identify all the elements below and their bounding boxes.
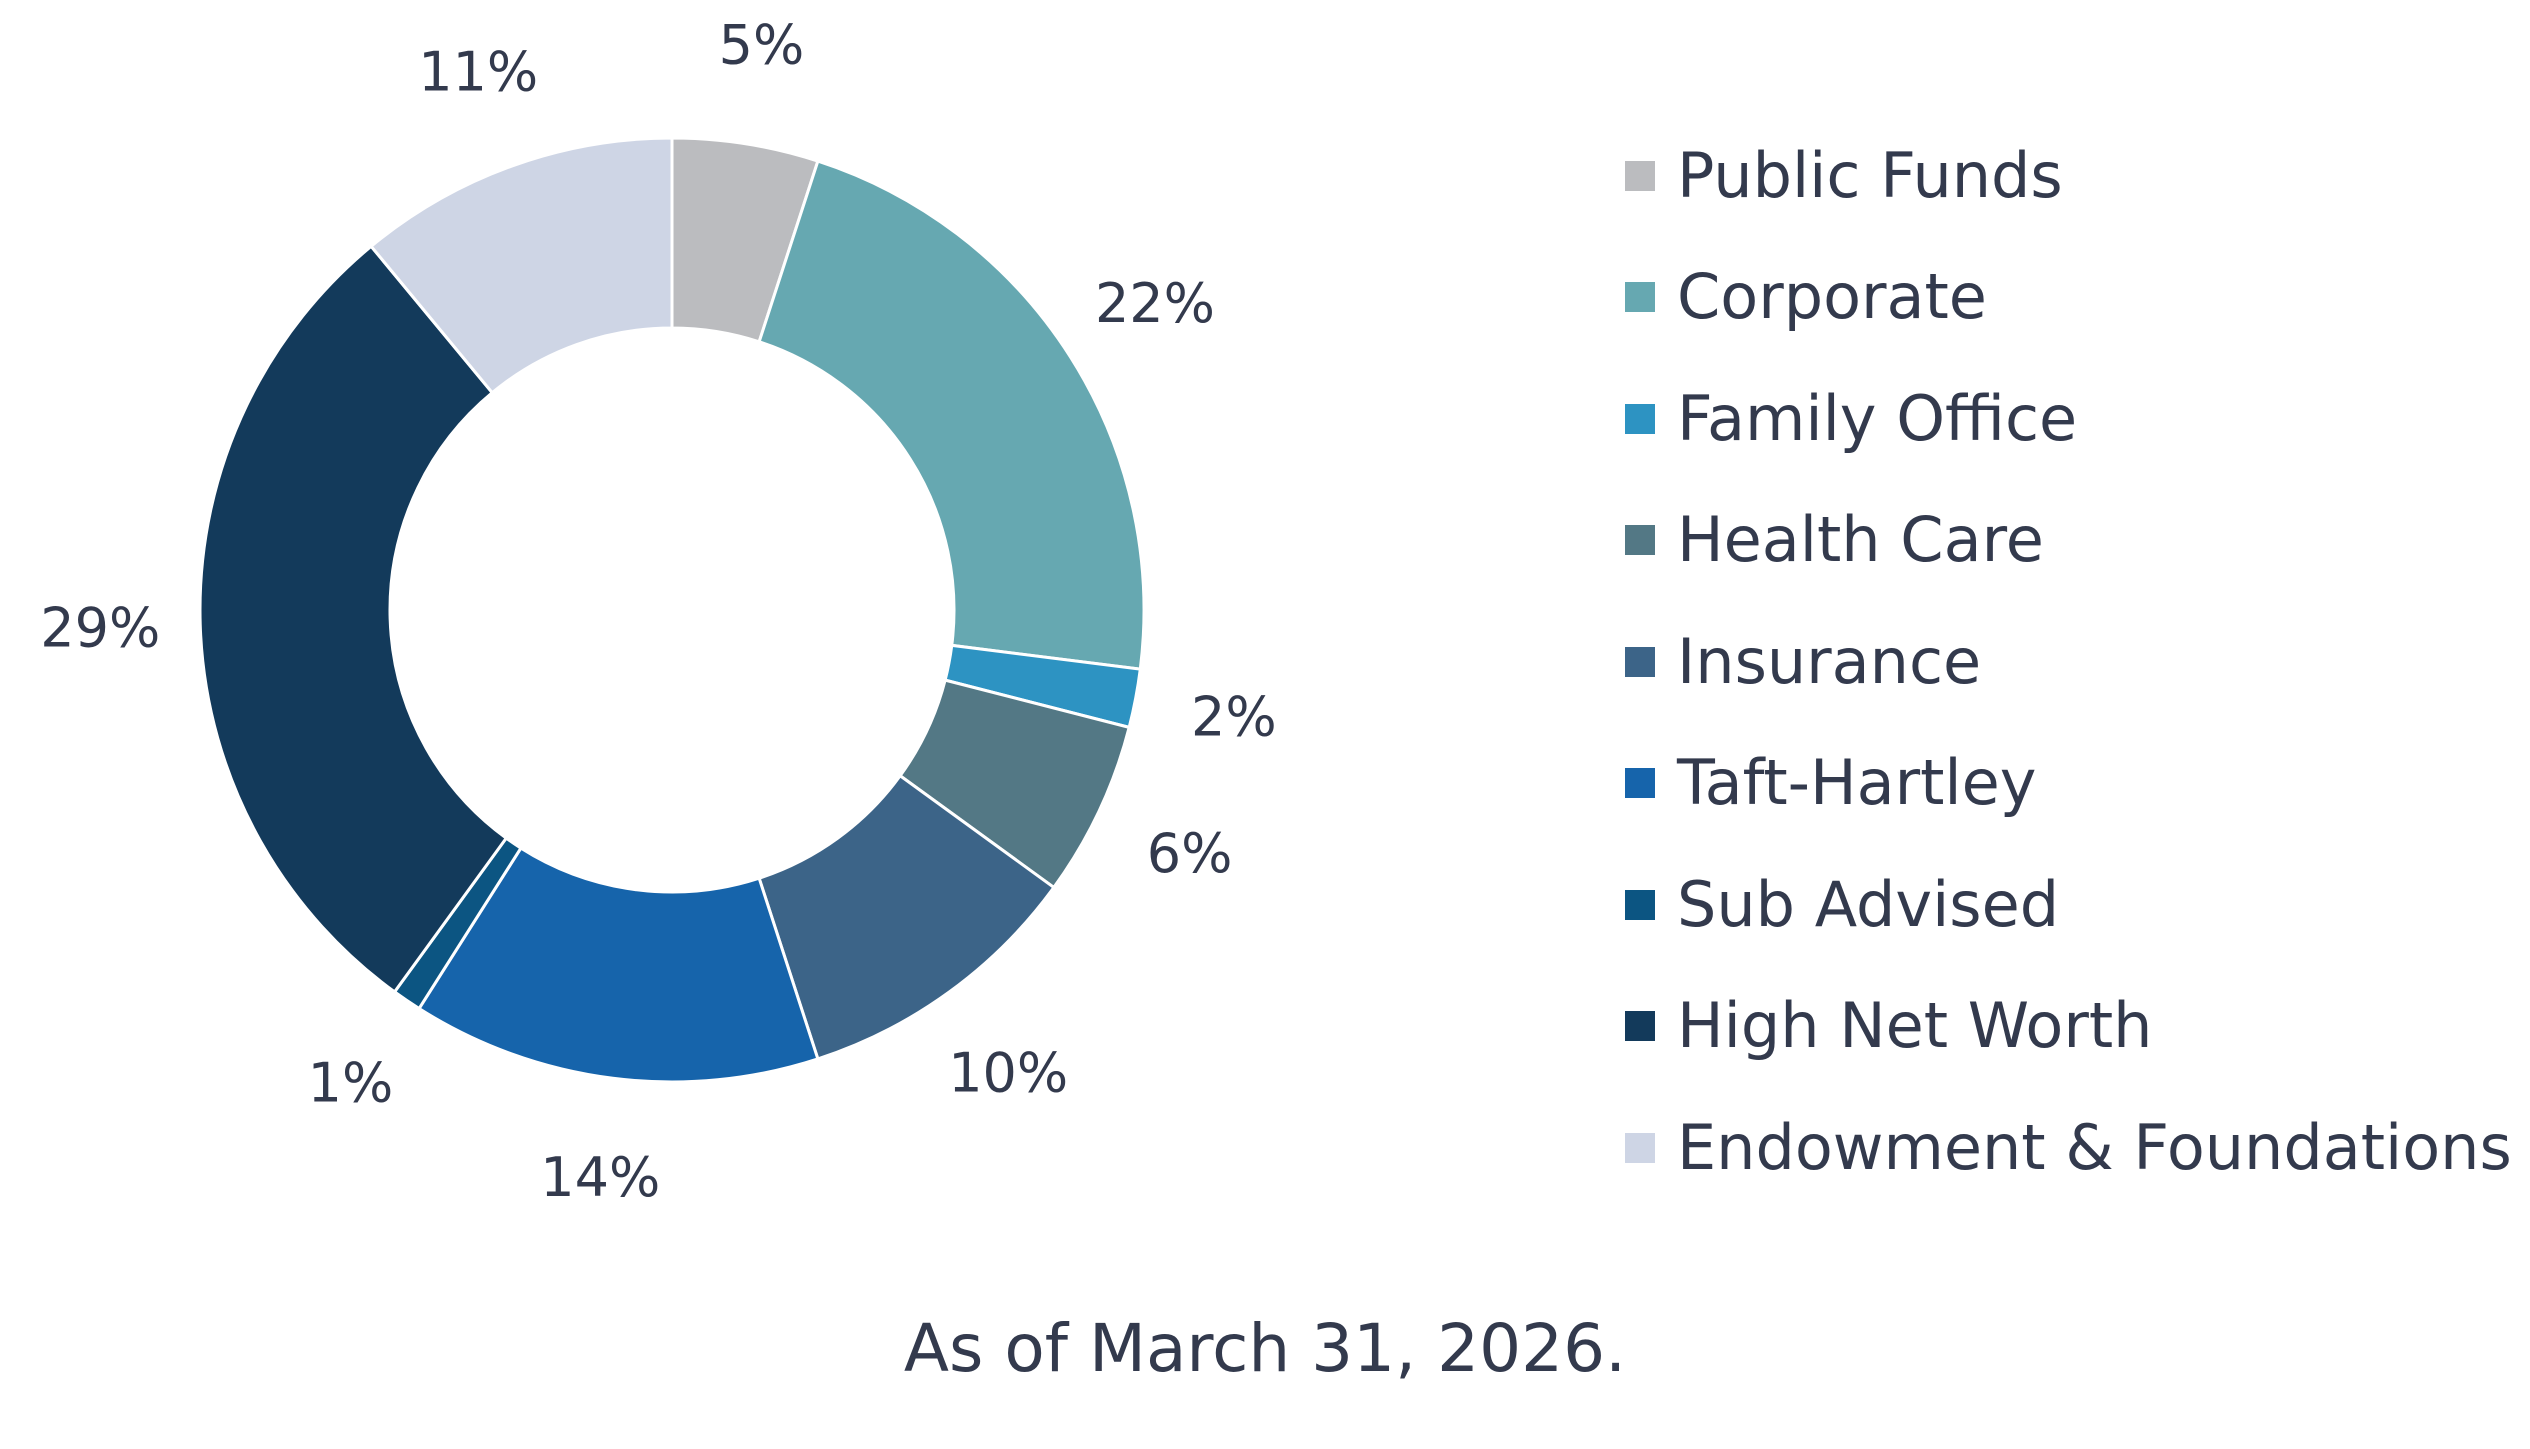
legend-swatch bbox=[1625, 160, 1655, 191]
donut-chart: 5% 22% 2% 6% 10% 14% 1% 29% 11% bbox=[40, 14, 1276, 1209]
legend-item: Health Care bbox=[1625, 480, 2512, 602]
legend-item: Taft-Hartley bbox=[1625, 723, 2512, 845]
legend-label: Health Care bbox=[1677, 503, 2044, 577]
pct-label-health-care: 6% bbox=[1147, 822, 1233, 885]
chart-legend: Public Funds Corporate Family Office Health… bbox=[1625, 115, 2512, 1209]
legend-swatch bbox=[1625, 282, 1655, 313]
legend-swatch bbox=[1625, 403, 1655, 434]
legend-label: Insurance bbox=[1677, 624, 1982, 698]
legend-item: Sub Advised bbox=[1625, 844, 2512, 966]
legend-item: Insurance bbox=[1625, 601, 2512, 723]
pct-label-endowment-foundations: 11% bbox=[418, 40, 538, 103]
pct-label-sub-advised: 1% bbox=[308, 1052, 394, 1115]
as-of-date-note: As of March 31, 2026. bbox=[903, 1310, 1627, 1387]
legend-swatch bbox=[1625, 1011, 1655, 1042]
legend-label: Taft-Hartley bbox=[1677, 746, 2037, 820]
legend-label: High Net Worth bbox=[1677, 989, 2153, 1063]
pct-label-high-net-worth: 29% bbox=[40, 596, 160, 659]
pct-label-corporate: 22% bbox=[1095, 272, 1215, 335]
legend-label: Sub Advised bbox=[1677, 867, 2060, 941]
slice-high-net-worth bbox=[198, 244, 509, 994]
legend-label: Family Office bbox=[1677, 381, 2078, 455]
legend-swatch bbox=[1625, 889, 1655, 920]
legend-label: Endowment & Foundations bbox=[1677, 1110, 2512, 1184]
legend-swatch bbox=[1625, 646, 1655, 677]
legend-item: Public Funds bbox=[1625, 115, 2512, 237]
pct-label-family-office: 2% bbox=[1191, 686, 1277, 749]
pct-label-public-funds: 5% bbox=[719, 14, 805, 77]
legend-swatch bbox=[1625, 1132, 1655, 1163]
slice-endowment-foundations bbox=[369, 136, 674, 395]
legend-swatch bbox=[1625, 525, 1655, 556]
pct-label-taft-hartley: 14% bbox=[540, 1146, 660, 1209]
legend-item: Corporate bbox=[1625, 237, 2512, 359]
legend-label: Corporate bbox=[1677, 260, 1987, 334]
legend-item: High Net Worth bbox=[1625, 966, 2512, 1088]
legend-swatch bbox=[1625, 768, 1655, 799]
slice-percent-labels: 5% 22% 2% 6% 10% 14% 1% 29% 11% bbox=[40, 14, 1276, 1209]
legend-item: Endowment & Foundations bbox=[1625, 1087, 2512, 1209]
pct-label-insurance: 10% bbox=[948, 1041, 1068, 1104]
slice-corporate bbox=[757, 159, 1146, 671]
legend-label: Public Funds bbox=[1677, 138, 2063, 212]
donut-slices bbox=[198, 136, 1146, 1084]
legend-item: Family Office bbox=[1625, 358, 2512, 480]
slice-taft-hartley bbox=[417, 846, 820, 1084]
